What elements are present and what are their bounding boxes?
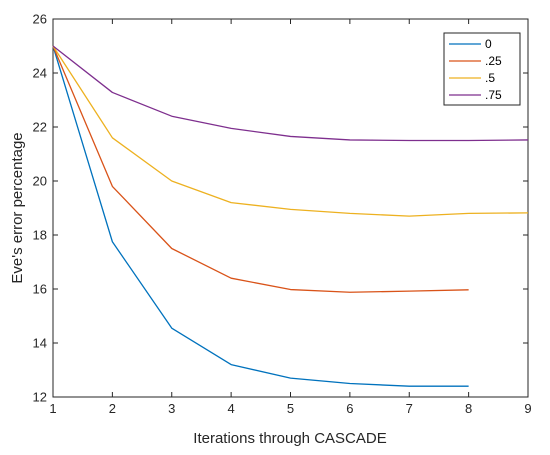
legend-box (443, 32, 521, 106)
x-tick-label: 4 (228, 401, 235, 416)
y-tick-label: 16 (33, 282, 47, 297)
x-tick-label: 6 (346, 401, 353, 416)
legend-label-1: .25 (485, 54, 502, 68)
y-tick-label: 26 (33, 12, 47, 27)
y-tick-label: 22 (33, 120, 47, 135)
series-lines (52, 45, 529, 387)
series-line-3 (52, 45, 529, 142)
legend-label-0: 0 (485, 37, 492, 51)
series-line-1 (52, 45, 469, 293)
x-axis-label: Iterations through CASCADE (193, 430, 386, 447)
y-axis-label: Eve's error percentage (9, 132, 26, 283)
x-tick-label: 2 (109, 401, 116, 416)
x-tick-label: 9 (524, 401, 531, 416)
x-tick-label: 3 (168, 401, 175, 416)
legend-label-3: .75 (485, 88, 502, 102)
legend: 0 .25 .5 .75 (443, 32, 521, 106)
x-tick-label: 8 (465, 401, 472, 416)
x-tick-label: 1 (49, 401, 56, 416)
legend-label-2: .5 (485, 71, 495, 85)
series-line-0 (52, 45, 469, 387)
y-tick-label: 14 (33, 336, 47, 351)
y-tick-label: 24 (33, 66, 47, 81)
x-tick-label: 7 (406, 401, 413, 416)
y-tick-label: 12 (33, 390, 47, 405)
y-tick-label: 18 (33, 228, 47, 243)
y-tick-label: 20 (33, 174, 47, 189)
series-line-2 (52, 45, 529, 217)
x-tick-label: 5 (287, 401, 294, 416)
